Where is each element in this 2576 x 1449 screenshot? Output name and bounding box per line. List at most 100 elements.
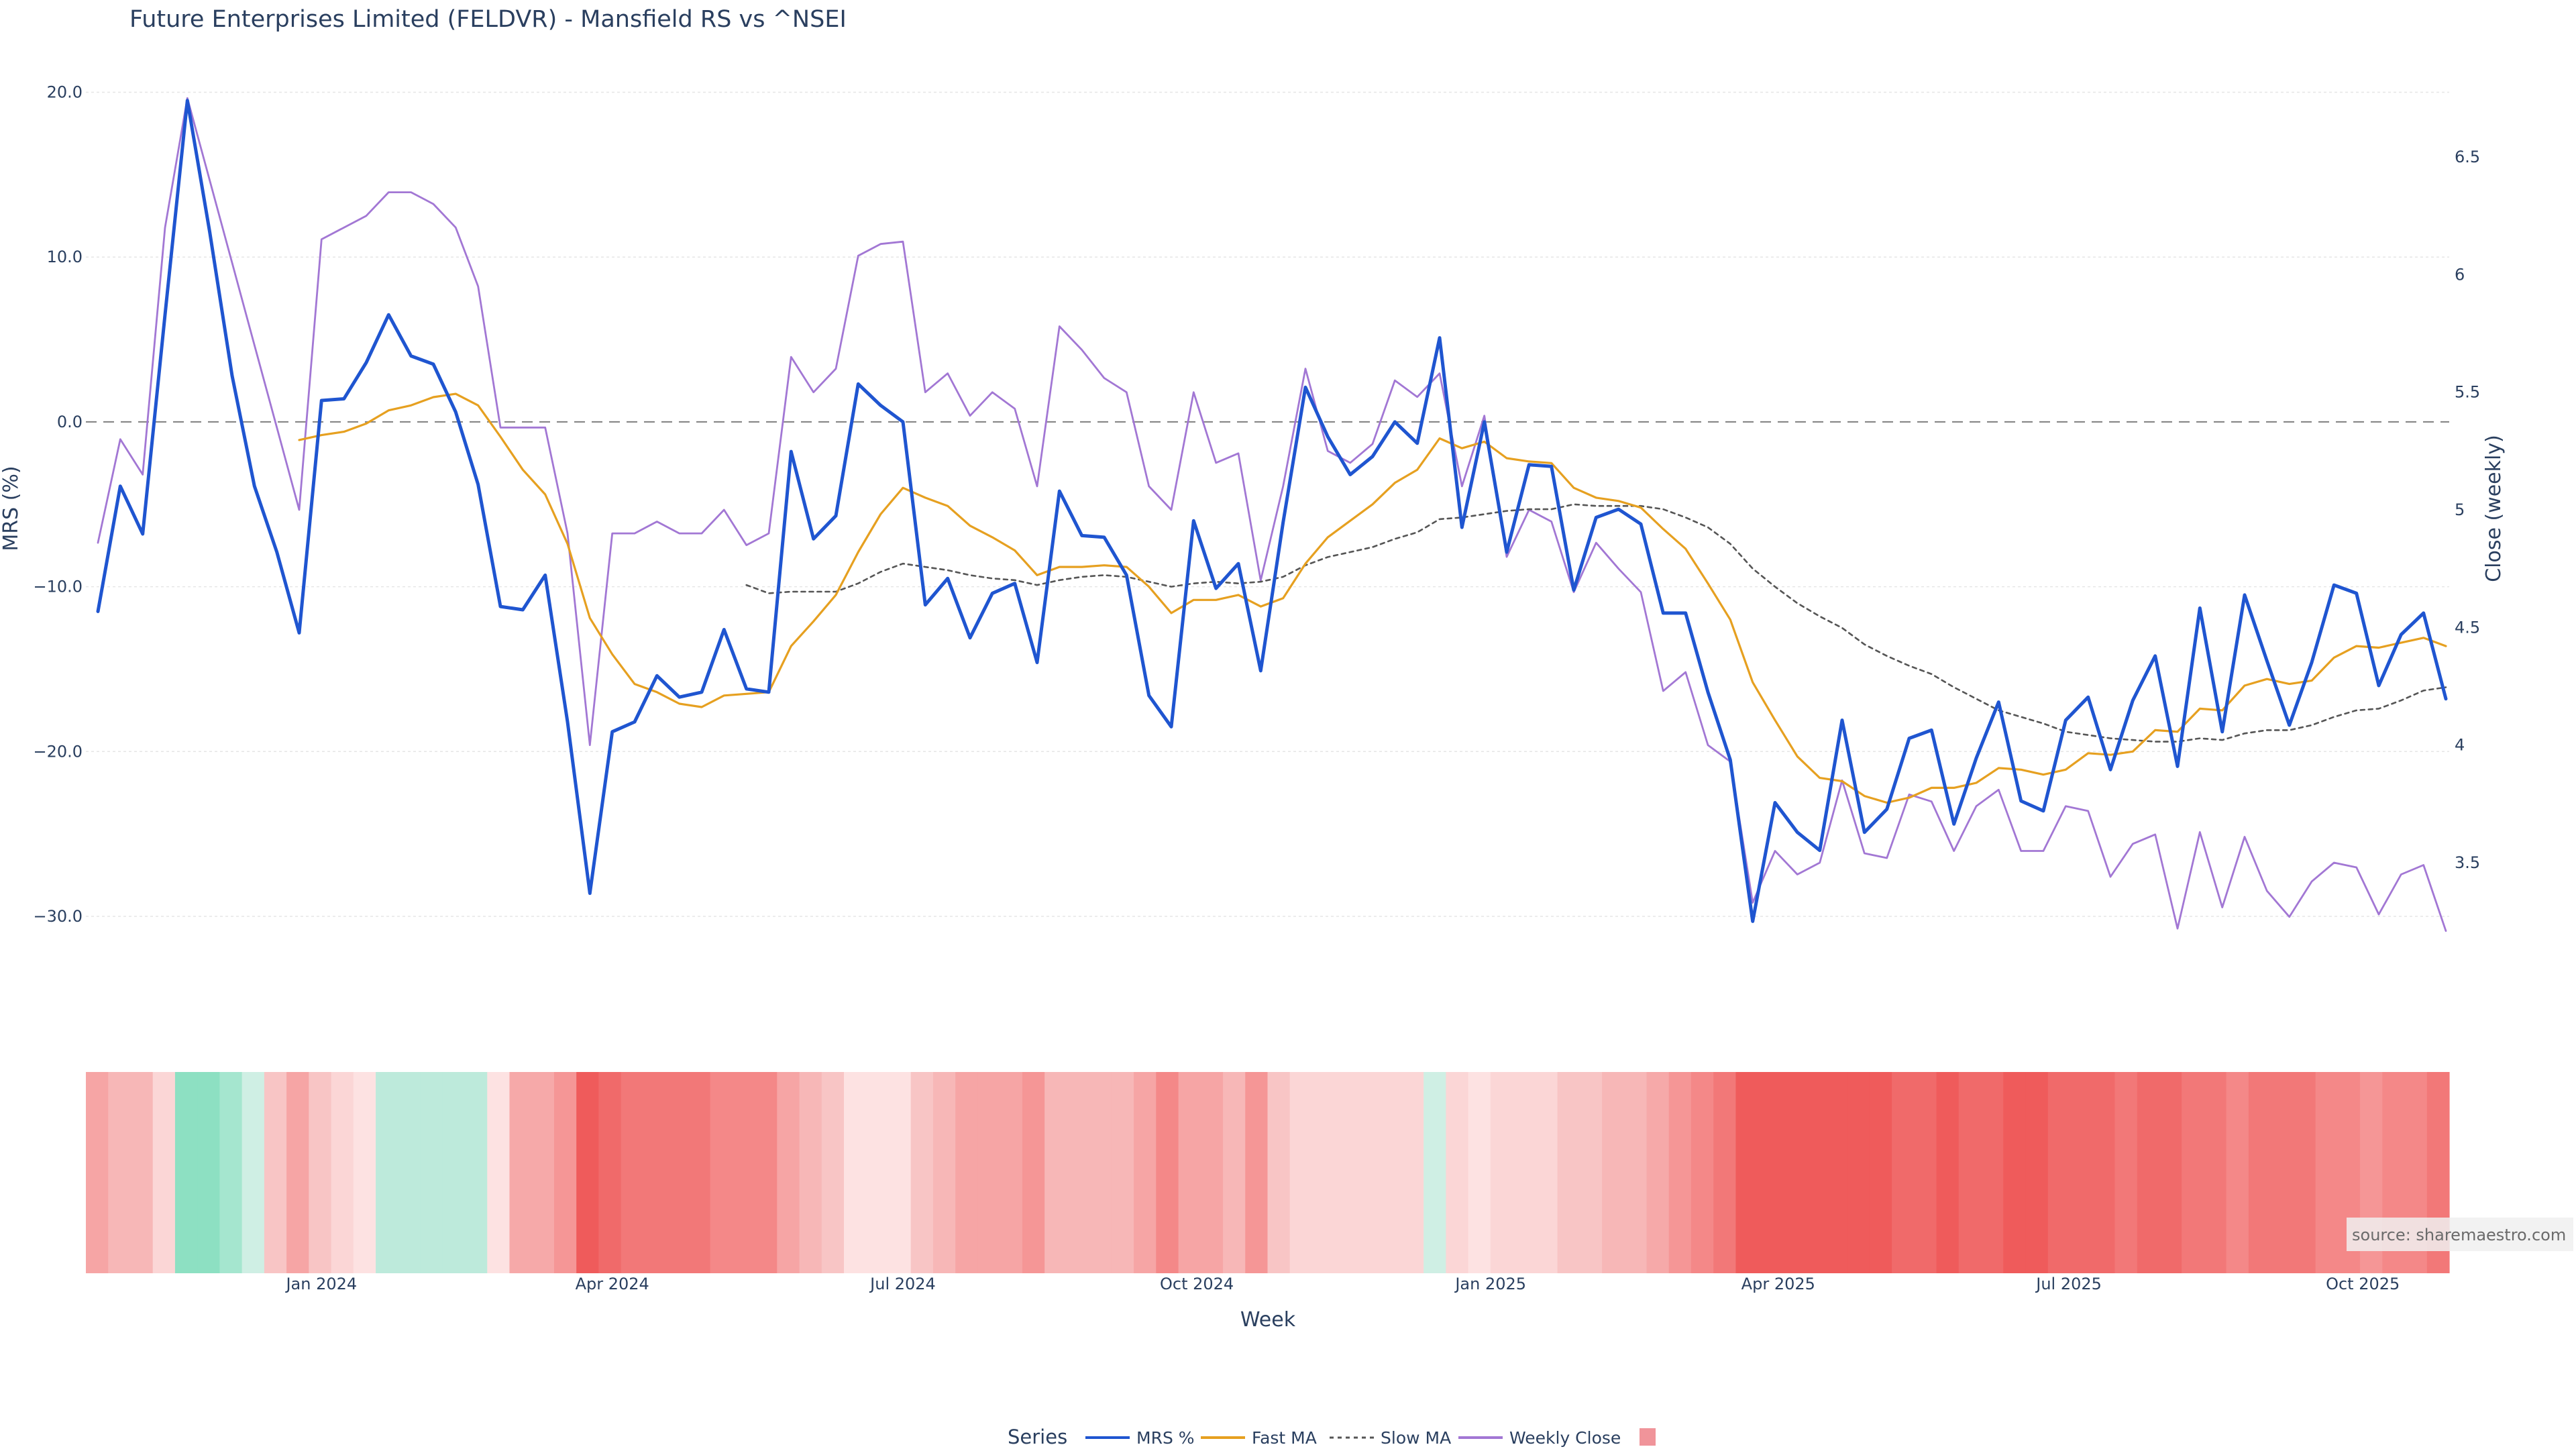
heatmap-cell bbox=[1981, 1072, 2004, 1273]
heatmap-cell bbox=[1624, 1072, 1648, 1273]
x-tick-label: Jan 2024 bbox=[284, 1275, 357, 1293]
heatmap-cell bbox=[152, 1072, 176, 1273]
heatmap-cell bbox=[2315, 1072, 2339, 1273]
heatmap-cell bbox=[1289, 1072, 1313, 1273]
heatmap-cell bbox=[1735, 1072, 1759, 1273]
series-lines bbox=[96, 97, 2448, 932]
legend-item-label: Fast MA bbox=[1252, 1428, 1317, 1448]
heatmap-cell bbox=[643, 1072, 666, 1273]
heatmap-cell bbox=[1825, 1072, 1848, 1273]
heatmap-cell bbox=[1111, 1072, 1134, 1273]
heatmap-cell bbox=[732, 1072, 755, 1273]
heatmap-cell bbox=[1646, 1072, 1670, 1273]
heatmap-cell bbox=[174, 1072, 198, 1273]
heatmap-cell bbox=[2114, 1072, 2138, 1273]
heatmap-cell bbox=[1022, 1072, 1045, 1273]
heatmap-cell bbox=[1334, 1072, 1358, 1273]
heatmap-cell bbox=[2003, 1072, 2027, 1273]
heatmap-cell bbox=[487, 1072, 511, 1273]
heatmap-cell bbox=[1535, 1072, 1558, 1273]
heatmap-cell bbox=[309, 1072, 332, 1273]
y2-tick-label: 5 bbox=[2455, 500, 2465, 519]
heatmap-cell bbox=[2092, 1072, 2116, 1273]
heatmap-cell bbox=[1803, 1072, 1825, 1273]
x-tick-label: Apr 2024 bbox=[576, 1275, 649, 1293]
heatmap-cell bbox=[86, 1072, 109, 1273]
heatmap-cell bbox=[197, 1072, 221, 1273]
legend: Series MRS % Fast MA Slow MA Weekly Close bbox=[1008, 1426, 1656, 1448]
heatmap-cell bbox=[376, 1072, 398, 1273]
heatmap-cell bbox=[2159, 1072, 2182, 1273]
legend-swatch bbox=[1640, 1428, 1656, 1446]
heatmap-cell bbox=[1869, 1072, 1892, 1273]
heatmap-cell bbox=[1379, 1072, 1402, 1273]
legend-item-label: MRS % bbox=[1136, 1428, 1195, 1448]
heatmap-cell bbox=[1178, 1072, 1201, 1273]
heatmap-cell bbox=[2293, 1072, 2316, 1273]
heatmap-cell bbox=[1245, 1072, 1269, 1273]
heatmap-cell bbox=[598, 1072, 622, 1273]
heatmap-cell bbox=[1936, 1072, 1960, 1273]
heatmap-cell bbox=[844, 1072, 867, 1273]
heatmap-cell bbox=[755, 1072, 777, 1273]
heatmap-cell bbox=[1401, 1072, 1424, 1273]
y-tick-label: 10.0 bbox=[47, 248, 83, 266]
heatmap-cell bbox=[1156, 1072, 1179, 1273]
slow-ma-line bbox=[745, 503, 2447, 743]
x-tick-label: Oct 2024 bbox=[1160, 1275, 1234, 1293]
y2-tick-label: 6 bbox=[2455, 265, 2465, 284]
heatmap-strip bbox=[86, 1072, 2450, 1273]
heatmap-cell bbox=[442, 1072, 466, 1273]
heatmap-cell bbox=[1267, 1072, 1291, 1273]
y2-tick-label: 4 bbox=[2455, 736, 2465, 755]
heatmap-cell bbox=[241, 1072, 265, 1273]
heatmap-cell bbox=[2271, 1072, 2294, 1273]
heatmap-cell bbox=[1311, 1072, 1335, 1273]
heatmap-cell bbox=[1713, 1072, 1737, 1273]
heatmap-cell bbox=[531, 1072, 555, 1273]
heatmap-cell bbox=[331, 1072, 354, 1273]
y2-tick-label: 5.5 bbox=[2455, 383, 2480, 402]
heatmap-cell bbox=[2025, 1072, 2049, 1273]
heatmap-cell bbox=[2248, 1072, 2271, 1273]
y2-tick-label: 3.5 bbox=[2455, 853, 2480, 872]
heatmap-cell bbox=[2204, 1072, 2227, 1273]
heatmap-cell bbox=[1602, 1072, 1625, 1273]
heatmap-cell bbox=[130, 1072, 154, 1273]
y-tick-label: −10.0 bbox=[33, 578, 83, 596]
source-text: source: sharemaestro.com bbox=[2352, 1226, 2566, 1244]
heatmap-cell bbox=[977, 1072, 1001, 1273]
heatmap-cell bbox=[1089, 1072, 1112, 1273]
y2-tick-label: 6.5 bbox=[2455, 148, 2480, 166]
heatmap-cell bbox=[2137, 1072, 2160, 1273]
y2-axis-title: Close (weekly) bbox=[2482, 435, 2506, 582]
y-tick-label: −20.0 bbox=[33, 742, 83, 761]
y-axis-ticks: 20.0 10.0 0.0 −10.0 −20.0 −30.0 bbox=[33, 83, 83, 926]
heatmap-cell bbox=[777, 1072, 800, 1273]
heatmap-cell bbox=[910, 1072, 934, 1273]
heatmap-cell bbox=[1356, 1072, 1380, 1273]
y-tick-label: 0.0 bbox=[57, 413, 83, 431]
heatmap-cell bbox=[955, 1072, 979, 1273]
heatmap-cell bbox=[665, 1072, 688, 1273]
heatmap-cell bbox=[420, 1072, 443, 1273]
heatmap-cell bbox=[1780, 1072, 1803, 1273]
legend-item-label: Slow MA bbox=[1381, 1428, 1451, 1448]
heatmap-cell bbox=[398, 1072, 421, 1273]
heatmap-cell bbox=[1490, 1072, 1513, 1273]
heatmap-cell bbox=[1557, 1072, 1580, 1273]
heatmap-cell bbox=[1044, 1072, 1067, 1273]
x-tick-label: Oct 2025 bbox=[2326, 1275, 2400, 1293]
heatmap-cell bbox=[1000, 1072, 1023, 1273]
weekly-close-line bbox=[97, 97, 2447, 932]
heatmap-cell bbox=[621, 1072, 644, 1273]
heatmap-cell bbox=[2182, 1072, 2205, 1273]
x-tick-label: Apr 2025 bbox=[1741, 1275, 1815, 1293]
heatmap-cell bbox=[888, 1072, 912, 1273]
heatmap-cell bbox=[1668, 1072, 1692, 1273]
y-axis-title: MRS (%) bbox=[0, 466, 23, 551]
heatmap-cell bbox=[219, 1072, 243, 1273]
x-axis-ticks: Jan 2024 Apr 2024 Jul 2024 Oct 2024 Jan 2025… bbox=[284, 1275, 2400, 1293]
heatmap-cell bbox=[1223, 1072, 1246, 1273]
